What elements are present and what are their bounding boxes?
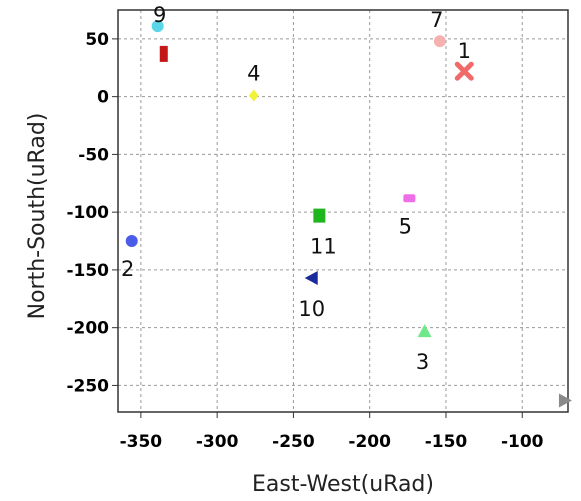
y-axis: 50 0 -50 -100 -150 -200 -250: [66, 30, 118, 396]
x-tick-label: -100: [501, 432, 544, 452]
plot-area: [117, 9, 569, 413]
y-tick-label: -150: [66, 261, 109, 281]
x-axis-title: East-West(uRad): [252, 472, 434, 497]
x-tick-label: -250: [272, 432, 315, 452]
data-point-9: [151, 20, 164, 33]
grid-lines: [118, 10, 568, 412]
x-tick-label: -200: [348, 432, 391, 452]
data-point-label: 3: [416, 350, 429, 374]
x-axis: -350 -300 -250 -200 -150 -100: [120, 412, 544, 452]
x-tick-label: -150: [425, 432, 468, 452]
x-tick-label: -350: [120, 432, 163, 452]
plot-marks: 1 2 3 4 5 7 9 10 11: [121, 3, 572, 408]
x-tick-label: -300: [196, 432, 239, 452]
data-point-5: [403, 194, 416, 203]
data-point-label: 2: [121, 257, 134, 281]
data-point-label: 11: [310, 235, 337, 259]
data-point-10: [304, 271, 318, 285]
data-point-label: 1: [458, 39, 471, 63]
data-point-label: 5: [399, 214, 412, 238]
data-point-label: 10: [298, 297, 325, 321]
data-point-label: 9: [153, 3, 166, 27]
y-tick-label: -200: [66, 319, 109, 339]
y-tick-label: -100: [66, 203, 109, 223]
data-point-4: [248, 89, 259, 102]
data-point: [558, 393, 572, 408]
y-tick-label: -250: [66, 376, 109, 396]
data-point-label: 7: [430, 8, 443, 32]
data-point-7: [433, 35, 446, 48]
data-point: [159, 45, 168, 62]
data-point-2: [125, 235, 138, 248]
data-point-label: 4: [247, 61, 260, 85]
y-tick-label: -50: [78, 145, 109, 165]
data-point-3: [417, 324, 432, 338]
data-point-1: [454, 61, 474, 81]
y-axis-title: North-South(uRad): [25, 113, 50, 320]
y-tick-label: 0: [97, 88, 109, 108]
y-tick-label: 50: [85, 30, 109, 50]
data-point-11: [313, 208, 326, 223]
